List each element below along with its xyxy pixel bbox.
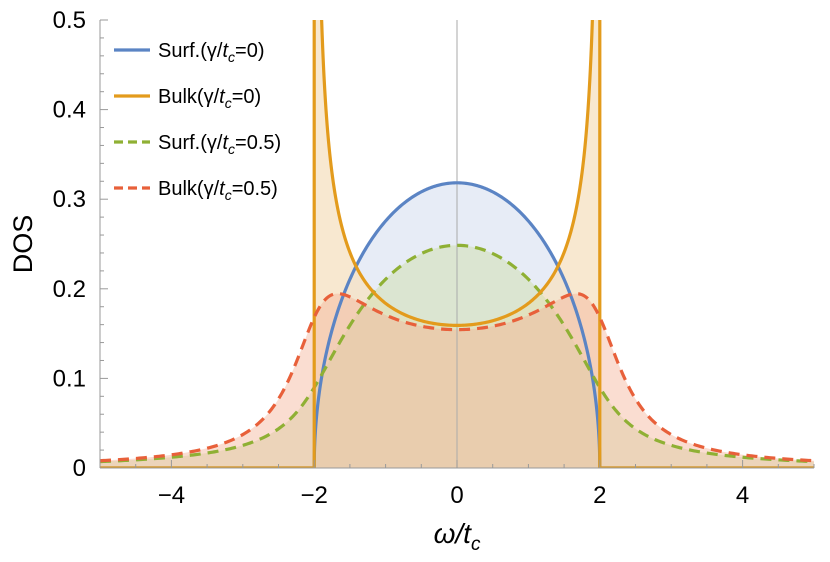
tick-marks (99, 19, 815, 469)
y-tick-label: 0 (73, 455, 86, 482)
line-bulk05 (100, 292, 814, 463)
y-tick-label: 0.3 (53, 186, 86, 213)
x-tick-label: 2 (593, 482, 606, 509)
legend-label: Surf.(γ/tc=0) (158, 40, 264, 65)
legend-item-bulk05: Bulk(γ/tc=0.5) (114, 178, 278, 203)
legend-label: Bulk(γ/tc=0.5) (158, 178, 278, 203)
line-surf0 (100, 181, 814, 468)
series-lines (100, 20, 814, 468)
legend-item-bulk0: Bulk(γ/tc=0) (114, 86, 261, 111)
legend: Surf.(γ/tc=0) Bulk(γ/tc=0) Surf.(γ/tc=0.5)… (114, 40, 281, 203)
y-tick-label: 0.4 (53, 97, 86, 124)
line-surf05 (100, 243, 814, 464)
x-tick-label: −4 (158, 482, 185, 509)
legend-item-surf0: Surf.(γ/tc=0) (114, 40, 264, 65)
legend-label: Surf.(γ/tc=0.5) (158, 132, 281, 157)
legend-item-surf05: Surf.(γ/tc=0.5) (114, 132, 281, 157)
y-tick-label: 0.5 (53, 7, 86, 34)
x-tick-label: 4 (736, 482, 749, 509)
y-tick-label: 0.2 (53, 276, 86, 303)
y-tick-label: 0.1 (53, 365, 86, 392)
x-tick-label: −2 (301, 482, 328, 509)
line-bulk0 (100, 20, 814, 468)
y-axis-title: DOS (8, 215, 38, 274)
x-tick-label: 0 (450, 482, 463, 509)
legend-label: Bulk(γ/tc=0) (158, 86, 261, 111)
tick-labels: −4 −2 0 2 4 0 0.1 0.2 0.3 0.4 0.5 (53, 7, 750, 509)
x-axis-title: ω/tc (434, 518, 481, 555)
